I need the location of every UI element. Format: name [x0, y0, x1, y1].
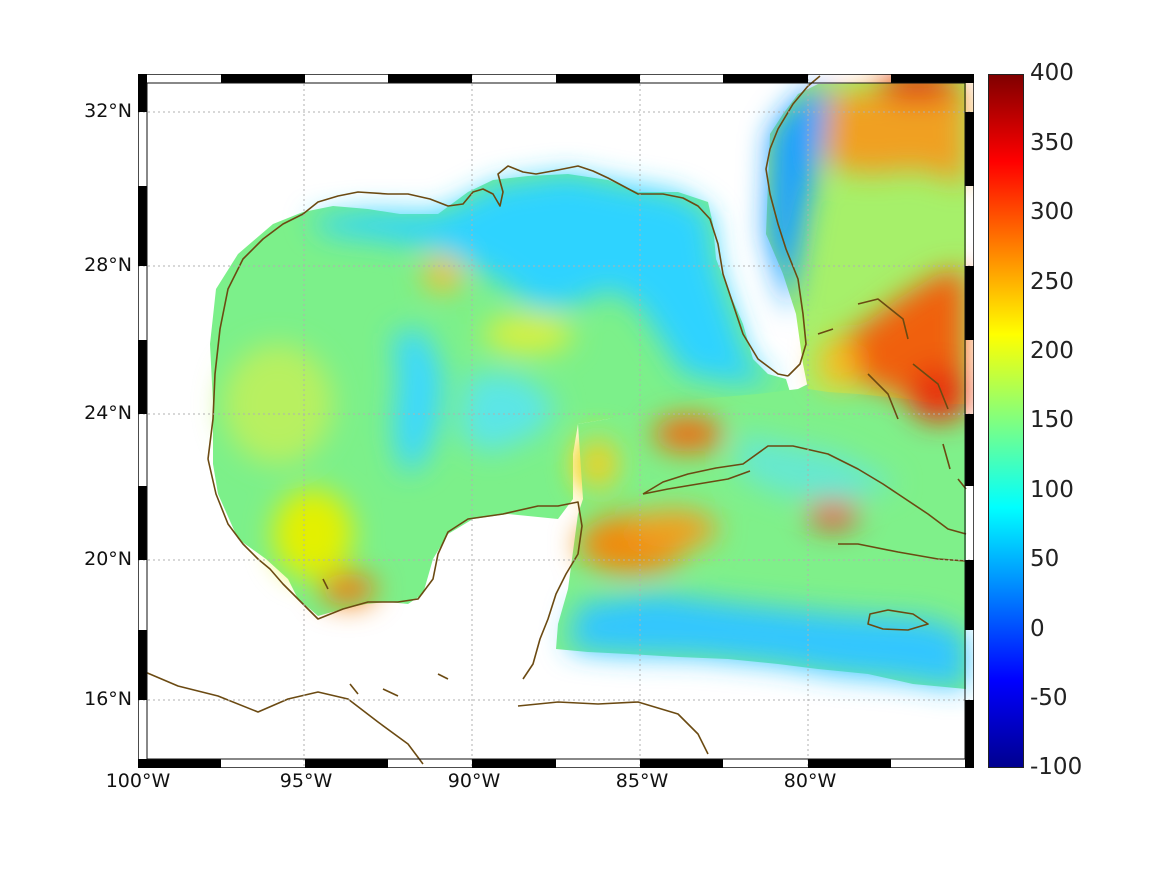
- colorbar-label-250: 250: [1030, 269, 1074, 295]
- colorbar-label-50: 50: [1030, 546, 1060, 572]
- lat-label-32n: 32°N: [84, 100, 132, 122]
- colorbar-label-200: 200: [1030, 338, 1074, 364]
- lon-label-100w: 100°W: [105, 770, 171, 792]
- lon-label-80w: 80°W: [783, 770, 837, 792]
- map-frame-border: [138, 74, 974, 768]
- mexico-gulf-coast: [207, 458, 583, 680]
- honduras-coast: [517, 701, 709, 755]
- coastlines: [138, 75, 967, 765]
- colorbar-label-300: 300: [1030, 199, 1074, 225]
- colorbar: [988, 74, 1024, 768]
- colorbar-label-400: 400: [1030, 60, 1074, 86]
- lon-label-90w: 90°W: [447, 770, 501, 792]
- map-gridlines: [138, 74, 974, 768]
- bahamas-islands: [817, 298, 967, 490]
- colorbar-label-150: 150: [1030, 407, 1074, 433]
- atlantic-data-field: [766, 74, 968, 422]
- gulf-data-field: [210, 174, 790, 616]
- us-gulf-coast: [207, 165, 789, 460]
- cuba-outline: [642, 445, 967, 562]
- colorbar-label-neg100: -100: [1030, 754, 1083, 780]
- map-plot-area: [138, 74, 974, 768]
- lat-label-24n: 24°N: [84, 402, 132, 424]
- jamaica-outline: [867, 609, 929, 631]
- cay-islands: [322, 578, 449, 697]
- lon-label-85w: 85°W: [615, 770, 669, 792]
- colorbar-label-350: 350: [1030, 130, 1074, 156]
- lon-label-95w: 95°W: [279, 770, 333, 792]
- colorbar-label-0: 0: [1030, 616, 1045, 642]
- colorbar-label-neg50: -50: [1030, 685, 1068, 711]
- colorbar-label-100: 100: [1030, 477, 1074, 503]
- lat-label-28n: 28°N: [84, 254, 132, 276]
- florida-east-coast: [765, 75, 821, 377]
- lat-label-16n: 16°N: [84, 688, 132, 710]
- lat-label-20n: 20°N: [84, 548, 132, 570]
- central-america-coast: [138, 668, 424, 765]
